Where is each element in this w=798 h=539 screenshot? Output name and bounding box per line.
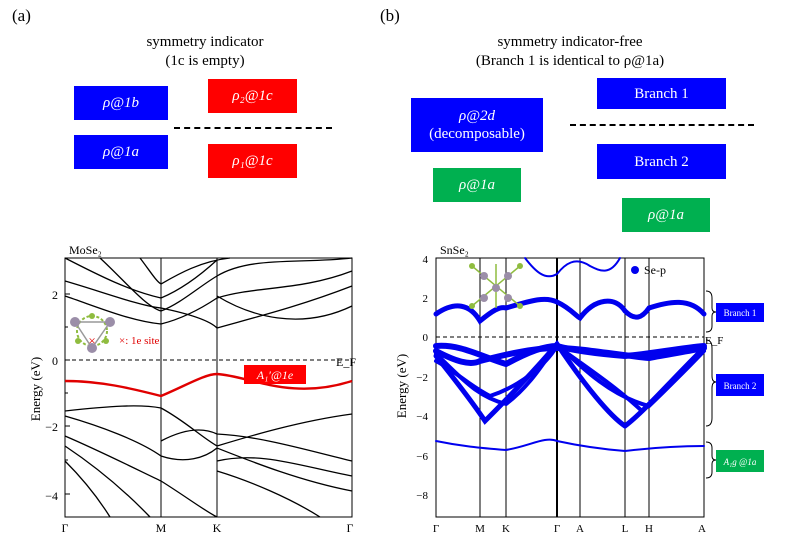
plot-b-ytick-4: 4 — [423, 254, 429, 266]
panel-b-title: symmetry indicator-free (Branch 1 is ide… — [430, 33, 710, 71]
plot-b-braces — [705, 290, 717, 479]
plot-b-frame — [435, 257, 705, 518]
plot-b-tag-a1g-box — [716, 450, 764, 472]
plot-a-site-marker: × — [88, 333, 95, 348]
plot-a-k-m: M — [156, 521, 167, 535]
plot-b-k-a2: A — [698, 523, 706, 535]
plot-a-ytick-0: 0 — [52, 354, 58, 368]
panel-a-title-line1: symmetry indicator — [146, 34, 264, 50]
box-rho-2d-line2: (decomposable) — [429, 126, 525, 142]
band-plot-mose2: 2 0 −2 −4 Energy (eV) MoSe₂ E_F A₁′@1e — [28, 243, 356, 535]
separator-dashed-a — [174, 127, 332, 129]
plot-b-tag-a1g: A₁g @1a — [723, 457, 757, 467]
plot-b-ytick-0: 0 — [423, 332, 429, 344]
box-rho-1a: ρ@1a — [74, 135, 168, 169]
plot-a-inset-structure — [70, 313, 115, 353]
plot-a-frame — [64, 257, 353, 518]
plot-b-ytick-2: 2 — [423, 293, 429, 305]
plot-a-bands — [64, 257, 353, 518]
plot-a-ylabel: Energy (eV) — [28, 357, 43, 421]
plot-b-material: SnSe₂ — [440, 243, 469, 257]
plot-b-legend-dot — [631, 266, 639, 274]
plot-b-k-gamma1: Γ — [433, 523, 439, 535]
box-rho-1a-right: ρ@1a — [622, 198, 710, 232]
plot-b-ytick-m2: −2 — [416, 372, 428, 384]
plot-b-ytick-m4: −4 — [416, 411, 428, 423]
plot-a-k-k: K — [213, 521, 222, 535]
band-plot-snse2: 4 2 0 −2 −4 −6 −8 Energy (eV) SnSe₂ E_F — [394, 243, 764, 535]
panel-a-title: symmetry indicator (1c is empty) — [120, 33, 290, 71]
plot-b-k-h: H — [645, 523, 653, 535]
plot-b-ytick-m6: −6 — [416, 451, 428, 463]
plot-b-ytick-m8: −8 — [416, 490, 428, 502]
plot-a-ytick-2: 2 — [52, 288, 58, 302]
plot-a-band-label: A₁′@1e — [256, 368, 294, 382]
plot-b-tag-branch1: Branch 1 — [724, 308, 757, 318]
box-rho-2d-line1: ρ@2d — [459, 108, 495, 124]
plot-b-k-m: M — [475, 523, 485, 535]
plot-a-ytick-m4: −4 — [45, 489, 58, 503]
plot-a-band-label-box — [244, 365, 306, 384]
plot-b-legend-label: Se-p — [644, 263, 666, 277]
box-rho-2d: ρ@2d (decomposable) — [411, 98, 543, 152]
plot-a-k-gamma2: Γ — [347, 521, 354, 535]
box-rho1-1c: ρ₁@1c — [208, 144, 297, 178]
plot-b-k-l: L — [622, 523, 629, 535]
panel-b-title-line1: symmetry indicator-free — [497, 34, 643, 50]
separator-dashed-b — [570, 124, 754, 126]
plot-b-inset-structure — [469, 263, 523, 309]
plot-b-k-gamma2: Γ — [554, 523, 560, 535]
plot-b-bands — [433, 257, 707, 453]
plot-a-site-label: ×: 1e site — [119, 335, 160, 347]
panel-a-label: (a) — [12, 6, 31, 25]
plot-a-ytick-m2: −2 — [45, 420, 58, 434]
panel-b-title-line2: (Branch 1 is identical to ρ@1a) — [475, 53, 665, 69]
plot-b-k-a1: A — [576, 523, 584, 535]
box-rho-1a-left: ρ@1a — [433, 168, 521, 202]
box-rho-1b: ρ@1b — [74, 86, 168, 120]
box-rho2-1c: ρ₂@1c — [208, 79, 297, 113]
plot-a-k-gamma1: Γ — [62, 521, 69, 535]
plot-a-red-band — [64, 372, 353, 398]
panel-a-title-line2: (1c is empty) — [165, 53, 245, 69]
box-branch-2: Branch 2 — [597, 144, 726, 179]
plot-b-tag-branch1-box — [716, 303, 764, 322]
plot-a-material: MoSe₂ — [69, 243, 102, 257]
box-branch-1: Branch 1 — [597, 78, 726, 109]
plot-b-ylabel: Energy (eV) — [394, 354, 409, 418]
plot-b-fermi-label: E_F — [705, 335, 723, 347]
plot-a-fermi-label: E_F — [336, 355, 356, 369]
plot-b-tag-branch2-box — [716, 374, 764, 396]
panel-b-label: (b) — [380, 6, 400, 25]
plot-b-tag-branch2: Branch 2 — [724, 381, 757, 391]
plot-b-k-k: K — [502, 523, 510, 535]
